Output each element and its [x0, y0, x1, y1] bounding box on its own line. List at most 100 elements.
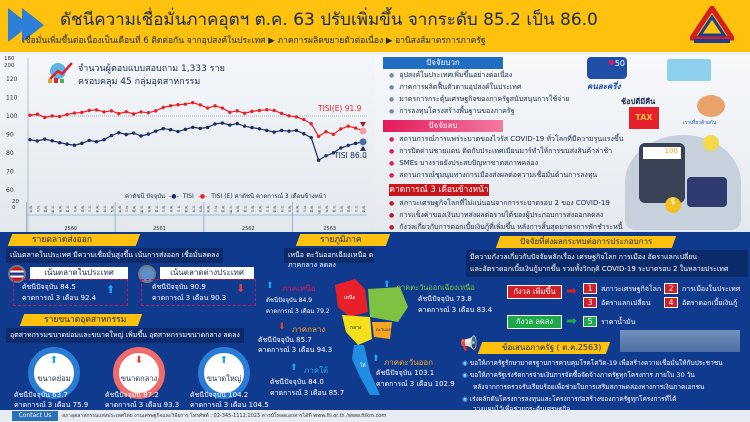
data-point [324, 130, 328, 134]
size-summary: อุตสาหกรรมขนาดย่อมและขนาดใหญ่ เพิ่มขึ้น … [6, 328, 244, 343]
positive-factors-header: ปัจจัยบวก [383, 57, 503, 69]
map-label-north: เหนือ [344, 294, 355, 301]
lightbulb-icon [703, 135, 719, 151]
x-tick-label: มี.ค. [132, 205, 137, 213]
globe-icon [138, 265, 156, 283]
x-tick-label: ต.ค. [183, 205, 188, 212]
region-north-label: ภาคเหนือ [282, 284, 316, 293]
data-point [353, 126, 358, 130]
data-point [309, 135, 313, 140]
data-point [87, 138, 91, 143]
data-point [265, 108, 269, 112]
x-tick-label: มิ.ย. [331, 205, 336, 213]
y-tick-label: 80 [6, 150, 14, 157]
x-tick-label: มิ.ย. [65, 205, 70, 213]
contact-us-button[interactable]: Contact Us [12, 411, 58, 421]
data-point [161, 105, 165, 110]
region-south-label: ภาคใต้ [304, 366, 329, 375]
map-central [342, 315, 372, 345]
data-point [353, 141, 358, 146]
tax-bag-icon: TAX [629, 107, 659, 129]
arrow-up-icon: ⬆ [372, 354, 380, 364]
bullet-icon: ◉ [462, 371, 470, 379]
data-point [272, 130, 276, 134]
down-triangle-icon [360, 121, 366, 127]
data-point [257, 127, 262, 131]
impact-desc-1: มีความกังวลเกี่ยวกับปัจจัยหลักเรื่อง เศร… [466, 250, 748, 265]
data-point [205, 125, 210, 130]
data-point [324, 154, 328, 158]
thailand-map: เหนือ กลาง ใต้ ตะวันออก [335, 279, 408, 395]
x-tick-label: พ.ค. [58, 205, 63, 212]
foreign-market-title: เน้นตลาดต่างประเทศ [160, 267, 254, 279]
foreign-forecast: คาดการณ์ 3 เดือน 90.3 [152, 294, 227, 302]
x-tick-label: เม.ย. [139, 205, 144, 213]
proposal-section-header: ข้อเสนอภาครัฐ ( ต.ค.2563) [477, 342, 611, 354]
id-card-icon [667, 59, 711, 81]
x-tick-label: ก.ย. [265, 205, 270, 212]
tisi-label: TISI 86.0 [334, 151, 367, 160]
foreign-market-card [141, 279, 256, 306]
concern-decrease-label: กังวล ลดลง [507, 315, 562, 329]
data-point [359, 138, 367, 146]
travel-label: เราเที่ยวด้วยกัน [683, 120, 717, 126]
data-point [302, 132, 306, 136]
data-point [35, 139, 40, 143]
legend-tisie: TISI (E) ค่าดัชนี คาดการณ์ 3 เดือนข้างหน… [211, 193, 327, 200]
x-tick-label: ต.ค. [272, 205, 277, 212]
data-point [265, 128, 269, 133]
x-year-label: 2563 [323, 226, 336, 232]
arrow-up-icon: ⬆ [219, 355, 229, 366]
data-point [294, 115, 299, 119]
data-point [339, 146, 343, 150]
data-point [154, 129, 158, 133]
impact-desc-2: และอัตราดอกเบี้ยเงินกู้มากขึ้น รวมทั้งวิ… [466, 262, 748, 277]
data-point [168, 127, 173, 132]
data-point [228, 110, 232, 114]
y-break-label: 180 [4, 56, 15, 62]
x-tick-label: เม.ย. [50, 205, 55, 213]
data-point [131, 131, 136, 135]
data-point [346, 124, 350, 128]
export-section-header: รายตลาดส่งออก [7, 234, 141, 246]
domestic-current: ดัชนีปัจจุบัน 84.5 [22, 283, 76, 291]
x-tick-label: พ.ค. [146, 205, 151, 212]
data-point [28, 113, 32, 117]
data-point [242, 111, 247, 115]
header-banner: ดัชนีความเชื่อมั่นภาคอุตฯ ต.ค. 63 ปรับเพ… [0, 0, 750, 52]
region-east-forecast: คาดการณ์ 3 เดือน 102.9 [376, 380, 455, 388]
x-tick-label: ม.ค. [294, 205, 299, 212]
x-tick-label: ก.ย. [354, 205, 359, 212]
impact-item-3: อัตราแลกเปลี่ยน [601, 299, 651, 307]
size-medium-current: ดัชนีปัจจุบัน 87.2 [105, 391, 159, 399]
map-northeast [368, 287, 408, 322]
x-tick-label: ก.ย. [176, 205, 181, 212]
legend-prefix: ค่าดัชนี ปัจจุบัน [125, 193, 166, 200]
data-point [80, 141, 84, 146]
money-illustration: 100 $ [625, 135, 741, 230]
page-title: ดัชนีความเชื่อมั่นภาคอุตฯ ต.ค. 63 ปรับเพ… [60, 10, 598, 30]
data-point [294, 128, 299, 133]
region-summary-2: ภาคกลาง ลดลง [288, 261, 336, 269]
x-tick-label: ต.ค. [95, 205, 100, 212]
forecast-item: กังวลเกี่ยวกับการดอกเบี้ยเงินกู้ที่เพิ่ม… [389, 222, 622, 233]
y-tick-label: 70 [6, 169, 14, 176]
megaphone-icon: 📢 [460, 336, 478, 352]
up-triangle-icon [360, 145, 366, 151]
data-point [183, 102, 188, 106]
data-point [198, 103, 202, 107]
series-line-tisi [29, 122, 364, 162]
tisie-label: TISI(E) 91.9 [318, 104, 362, 113]
x-tick-label: ส.ค. [169, 205, 174, 212]
arrow-right-icon: ➡ [566, 284, 577, 299]
x-tick-label: พ.ค. [235, 205, 240, 212]
arrow-down-icon: ⬇ [236, 282, 246, 295]
x-tick-label: มี.ค. [309, 205, 314, 213]
fast-forward-icon [8, 8, 44, 42]
impact-num-1: 1 [583, 283, 597, 294]
data-point [316, 158, 321, 162]
positive-item: อุปสงค์ในประเทศเพิ่มขึ้นอย่างต่อเนื่อง [389, 70, 512, 81]
data-point [228, 123, 232, 127]
x-tick-label: พ.ย. [191, 205, 196, 212]
data-point [146, 110, 151, 115]
